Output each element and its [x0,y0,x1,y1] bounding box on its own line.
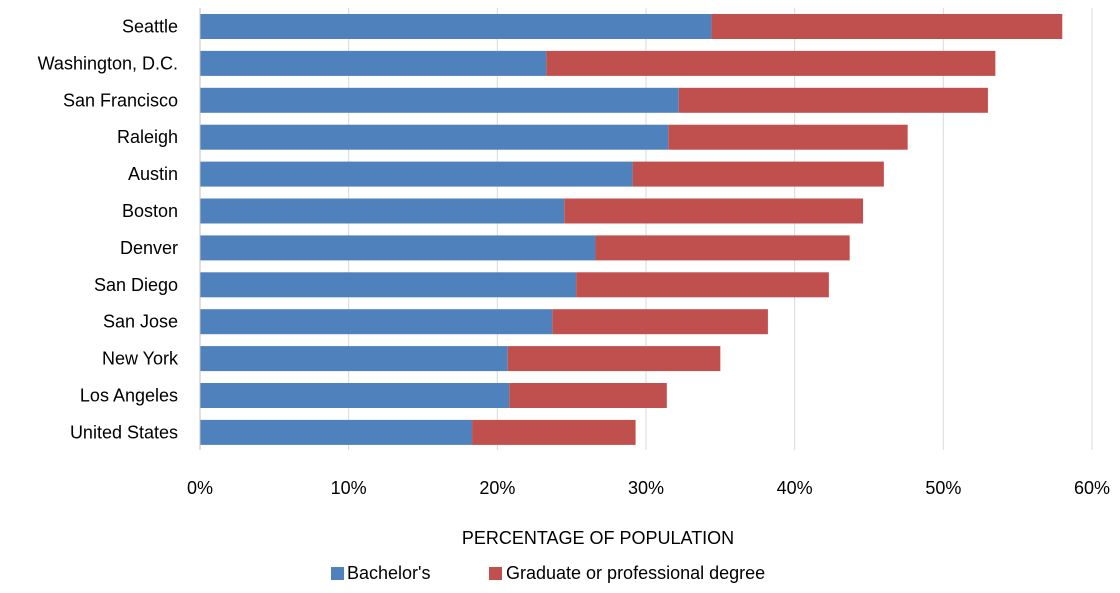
category-label: Raleigh [117,127,178,147]
category-label: United States [70,422,178,442]
legend-label: Graduate or professional degree [506,563,765,583]
bar-graduate [552,309,768,335]
legend-swatch [489,567,502,580]
x-tick-label: 10% [331,478,367,498]
x-tick-labels: 0% 10% 20% 30% 40% 50% 60% [187,478,1110,498]
bar-bachelors [200,124,669,150]
bar-graduate [546,50,996,76]
bar-graduate [576,272,829,298]
gridlines [348,8,1093,450]
bar-bachelors [200,161,633,187]
bar-bachelors [200,383,510,408]
bar-bachelors [200,272,577,298]
category-label: San Jose [103,312,178,332]
x-tick-label: 60% [1074,478,1110,498]
category-label: Boston [122,201,178,221]
bar-graduate [507,346,721,372]
category-label: Los Angeles [80,386,178,406]
bar-graduate [564,198,864,224]
bar-bachelors [200,87,679,113]
x-tick-label: 30% [628,478,664,498]
legend-swatch [331,567,344,580]
bar-graduate [595,235,850,261]
category-label: San Francisco [63,90,178,110]
bar-bachelors [200,14,712,39]
x-tick-label: 0% [187,478,213,498]
category-label: Denver [120,238,178,258]
category-label: Seattle [122,17,178,37]
category-label: Washington, D.C. [38,53,178,73]
category-labels: Seattle Washington, D.C. San Francisco Rale… [38,17,179,443]
bar-graduate [711,14,1063,39]
bar-graduate [668,124,908,150]
bar-bachelors [200,198,565,224]
category-label: Austin [128,164,178,184]
category-label: New York [102,349,179,369]
bars [200,14,1063,445]
x-axis-title: PERCENTAGE OF POPULATION [462,528,734,548]
bar-bachelors [200,50,547,76]
bar-bachelors [200,309,553,335]
x-tick-label: 20% [479,478,515,498]
bar-bachelors [200,419,473,445]
category-label: San Diego [94,275,178,295]
bar-bachelors [200,235,596,261]
legend-label: Bachelor's [347,563,430,583]
bar-graduate [472,419,636,445]
bar-graduate [509,383,667,408]
x-tick-label: 50% [925,478,961,498]
bar-bachelors [200,346,508,372]
x-tick-label: 40% [777,478,813,498]
legend: Bachelor's Graduate or professional degre… [331,563,765,583]
bar-graduate [632,161,884,187]
bar-graduate [678,87,988,113]
